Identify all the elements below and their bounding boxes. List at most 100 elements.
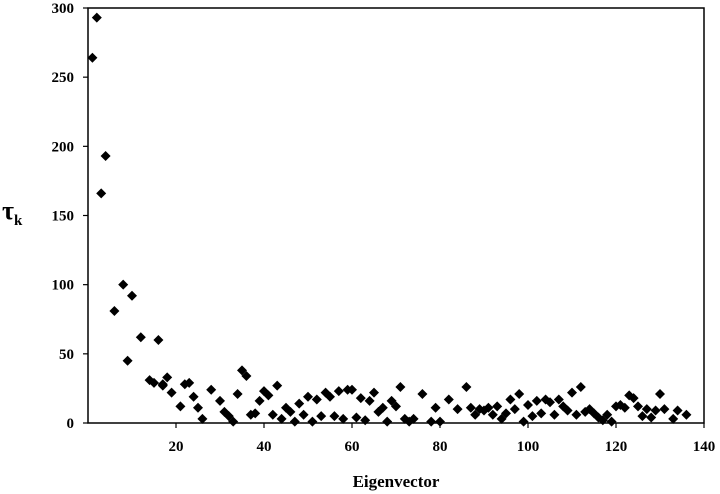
data-point — [122, 355, 133, 366]
data-point — [435, 416, 445, 427]
data-point — [562, 405, 573, 416]
data-point — [505, 394, 516, 405]
data-point — [193, 402, 203, 413]
plot-frame — [87, 7, 705, 424]
data-point — [338, 413, 349, 424]
data-point — [417, 388, 428, 399]
data-point — [553, 394, 564, 405]
data-point — [443, 394, 454, 405]
data-point — [509, 404, 520, 415]
data-point — [430, 402, 441, 413]
data-point — [355, 393, 366, 404]
x-axis-title: Eigenvector — [353, 472, 440, 491]
data-point — [188, 391, 199, 402]
data-point — [153, 335, 164, 345]
data-point — [567, 387, 577, 398]
data-point — [162, 372, 173, 383]
data-point — [91, 12, 102, 23]
data-point — [523, 400, 533, 411]
data-point — [307, 416, 318, 427]
data-point — [351, 412, 362, 423]
data-point — [501, 408, 511, 419]
data-point — [655, 388, 665, 399]
y-tick-label: 100 — [52, 278, 75, 294]
data-point — [637, 411, 648, 422]
data-point — [575, 382, 586, 393]
data-point — [250, 408, 261, 419]
data-point — [215, 395, 225, 406]
data-point — [127, 290, 137, 301]
data-point — [289, 416, 300, 427]
data-point — [228, 416, 239, 427]
data-point — [646, 412, 657, 423]
data-point — [602, 409, 613, 420]
data-point — [641, 404, 652, 415]
data-point — [369, 387, 379, 398]
data-point — [206, 384, 217, 395]
data-point — [672, 405, 683, 416]
y-tick-label: 200 — [52, 139, 75, 155]
data-point — [527, 411, 538, 422]
x-tick-label: 40 — [257, 439, 272, 455]
data-point — [408, 413, 419, 424]
data-point — [633, 401, 643, 412]
data-point — [175, 401, 186, 412]
data-point — [96, 188, 107, 199]
y-tick-label: 300 — [52, 1, 75, 17]
data-point — [465, 402, 476, 413]
data-point — [545, 397, 555, 408]
data-point — [659, 404, 670, 415]
data-point — [232, 388, 243, 399]
x-tick-label: 20 — [169, 439, 184, 455]
axis-ticks: 0 50 100 150 200 250 300 20 40 60 80 100 120 140 — [52, 1, 716, 455]
x-tick-label: 60 — [345, 439, 360, 455]
y-axis-title-subscript: k — [14, 213, 23, 229]
data-point — [157, 379, 168, 390]
data-point — [461, 382, 472, 393]
data-point — [241, 370, 252, 381]
data-point — [571, 409, 582, 420]
data-point — [272, 380, 283, 391]
x-tick-label: 120 — [605, 439, 628, 455]
x-tick-label: 140 — [693, 439, 716, 455]
data-point — [492, 401, 503, 412]
data-point — [118, 279, 129, 290]
data-point — [668, 413, 679, 424]
data-point — [285, 406, 296, 417]
data-point — [619, 402, 630, 413]
data-point — [606, 416, 617, 427]
data-point — [166, 387, 177, 398]
data-point — [483, 402, 494, 413]
data-points — [87, 12, 692, 427]
data-point — [395, 382, 406, 393]
y-tick-label: 0 — [67, 416, 75, 432]
data-point — [325, 391, 335, 402]
data-point — [536, 408, 547, 419]
y-tick-label: 250 — [52, 70, 75, 86]
data-point — [452, 404, 463, 415]
data-point — [294, 398, 305, 409]
data-point — [426, 416, 437, 427]
data-point — [311, 394, 322, 405]
data-point — [364, 395, 375, 406]
data-point — [254, 395, 265, 406]
data-point — [100, 151, 111, 162]
y-axis-title: τk — [2, 196, 23, 229]
data-point — [487, 409, 498, 420]
data-point — [333, 386, 344, 397]
data-point — [276, 413, 287, 424]
data-point — [347, 384, 357, 395]
data-point — [303, 391, 313, 402]
data-point — [628, 393, 639, 404]
data-point — [681, 409, 692, 420]
data-point — [316, 411, 327, 422]
data-point — [267, 409, 278, 420]
data-point — [514, 388, 525, 399]
data-point — [377, 402, 388, 413]
data-point — [650, 405, 661, 416]
data-point — [531, 395, 542, 406]
data-point — [197, 413, 208, 424]
data-point — [391, 401, 401, 412]
